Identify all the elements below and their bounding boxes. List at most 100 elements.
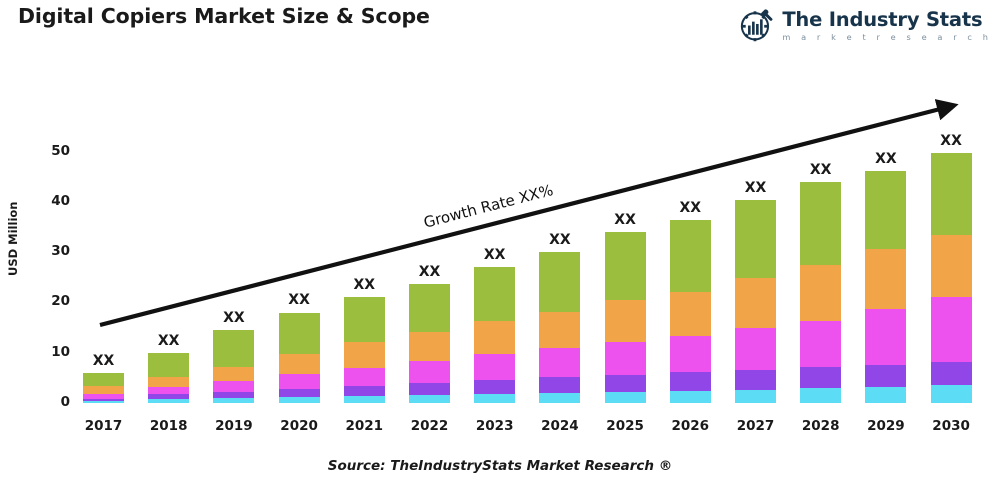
bar-segment[interactable] xyxy=(278,353,320,374)
x-tick-label: 2022 xyxy=(410,418,449,434)
bar-segment[interactable] xyxy=(604,374,646,392)
bar-segment[interactable] xyxy=(604,232,646,301)
bar-segment[interactable] xyxy=(865,364,907,387)
bar-segment[interactable] xyxy=(539,311,581,348)
bar-segment[interactable] xyxy=(735,389,776,403)
bar-segment[interactable] xyxy=(930,234,972,298)
bar-segment[interactable] xyxy=(474,393,516,403)
bar-segment[interactable] xyxy=(800,367,842,389)
bar-segment[interactable] xyxy=(669,372,711,391)
bar-segment[interactable] xyxy=(604,391,646,403)
bar-segment[interactable] xyxy=(278,312,320,354)
bar-segment[interactable] xyxy=(669,335,711,373)
bar-segment[interactable] xyxy=(865,386,907,403)
bar-segment[interactable] xyxy=(409,382,450,395)
bar-segment[interactable] xyxy=(343,395,385,403)
bar-group[interactable]: XX xyxy=(930,133,972,403)
bar-segment[interactable] xyxy=(278,373,320,389)
bar-segment[interactable] xyxy=(735,278,776,328)
bar-segment[interactable] xyxy=(343,367,385,386)
bar-segment[interactable] xyxy=(800,388,842,403)
bar-segment[interactable] xyxy=(539,377,581,393)
bar-stack xyxy=(343,297,385,403)
bar-segment[interactable] xyxy=(474,267,516,321)
bar-stack xyxy=(800,181,842,403)
bar-segment[interactable] xyxy=(474,320,516,354)
bar-segment[interactable] xyxy=(83,393,124,399)
bar-segment[interactable] xyxy=(83,385,124,394)
bar-segment[interactable] xyxy=(409,360,450,383)
bar-segment[interactable] xyxy=(83,398,124,401)
bar-segment[interactable] xyxy=(278,396,320,403)
bar-group[interactable]: XX xyxy=(148,333,190,403)
bar-segment[interactable] xyxy=(474,353,516,380)
x-tick-label: 2017 xyxy=(84,418,123,434)
bar-group[interactable]: XX xyxy=(213,310,255,403)
x-tick-label: 2029 xyxy=(867,418,905,434)
bar-group[interactable]: XX xyxy=(343,277,385,403)
bar-segment[interactable] xyxy=(343,385,385,396)
bar-segment[interactable] xyxy=(735,369,776,390)
x-tick-label: 2019 xyxy=(215,418,253,434)
bar-group[interactable]: XX xyxy=(735,180,776,403)
bar-segment[interactable] xyxy=(800,320,842,368)
bar-segment[interactable] xyxy=(148,398,190,403)
bar-segment[interactable] xyxy=(148,394,190,399)
bar-segment[interactable] xyxy=(800,181,842,265)
bar-segment[interactable] xyxy=(604,341,646,375)
bar-segment[interactable] xyxy=(83,400,124,403)
bar-segment[interactable] xyxy=(604,300,646,342)
bar-segment[interactable] xyxy=(669,219,711,293)
bar-segment[interactable] xyxy=(539,347,581,378)
bar-segment[interactable] xyxy=(865,249,907,310)
x-tick-label: 2025 xyxy=(606,418,644,434)
bar-segment[interactable] xyxy=(930,362,972,386)
bar-segment[interactable] xyxy=(474,379,516,394)
bar-segment[interactable] xyxy=(539,392,581,403)
bar-group[interactable]: XX xyxy=(409,264,450,403)
bar-segment[interactable] xyxy=(213,397,255,403)
bar-group[interactable]: XX xyxy=(83,353,124,403)
y-tick-label: 50 xyxy=(51,142,70,159)
bar-segment[interactable] xyxy=(213,380,255,392)
bar-group[interactable]: XX xyxy=(669,200,711,403)
bar-stack xyxy=(474,267,516,403)
bar-segment[interactable] xyxy=(735,199,776,279)
bar-value-label: XX xyxy=(288,292,310,309)
bar-segment[interactable] xyxy=(930,152,972,235)
bar-segment[interactable] xyxy=(148,352,190,378)
bar-segment[interactable] xyxy=(343,297,385,342)
bar-segment[interactable] xyxy=(669,292,711,336)
y-axis-title: USD Million xyxy=(6,201,20,276)
bar-segment[interactable] xyxy=(669,390,711,403)
bar-segment[interactable] xyxy=(213,330,255,367)
bar-segment[interactable] xyxy=(539,252,581,312)
growth-rate-label: Growth Rate XX% xyxy=(421,180,556,232)
bar-segment[interactable] xyxy=(735,327,776,370)
bar-stack xyxy=(83,372,124,403)
bar-segment[interactable] xyxy=(409,284,450,332)
bar-segment[interactable] xyxy=(213,391,255,398)
x-tick-label: 2026 xyxy=(671,418,710,434)
bar-segment[interactable] xyxy=(865,170,907,250)
bar-segment[interactable] xyxy=(83,372,124,386)
x-tick-label: 2023 xyxy=(475,418,514,434)
bar-group[interactable]: XX xyxy=(604,212,646,403)
bar-group[interactable]: XX xyxy=(474,247,516,403)
bar-segment[interactable] xyxy=(930,385,972,403)
bar-segment[interactable] xyxy=(343,341,385,368)
bar-segment[interactable] xyxy=(148,377,190,387)
bar-group[interactable]: XX xyxy=(865,151,907,403)
bar-segment[interactable] xyxy=(278,388,320,397)
bar-segment[interactable] xyxy=(800,264,842,321)
bar-segment[interactable] xyxy=(409,331,450,361)
bar-group[interactable]: XX xyxy=(539,232,581,403)
bar-segment[interactable] xyxy=(213,366,255,381)
bar-segment[interactable] xyxy=(865,309,907,365)
bar-segment[interactable] xyxy=(148,386,190,395)
bar-segment[interactable] xyxy=(409,394,450,403)
bar-segment[interactable] xyxy=(930,297,972,363)
logo-title: The Industry Stats xyxy=(782,7,983,31)
bar-group[interactable]: XX xyxy=(800,162,842,403)
bar-group[interactable]: XX xyxy=(278,292,320,403)
